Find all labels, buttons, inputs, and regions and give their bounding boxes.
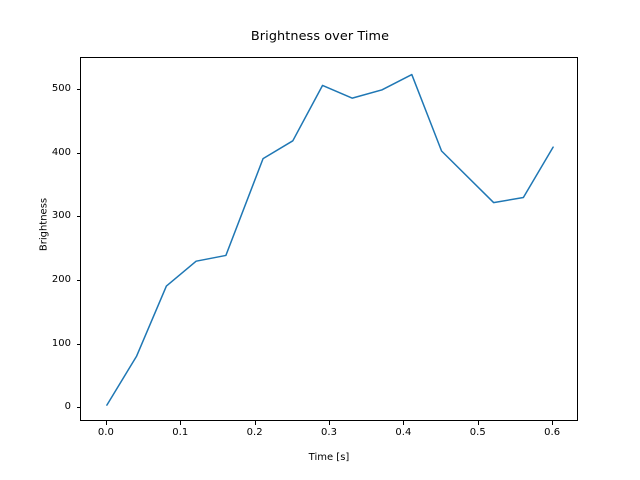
y-tick-label: 300: [51, 210, 71, 222]
y-tick-label: 400: [51, 146, 71, 158]
x-tick-mark: [105, 421, 107, 425]
x-tick-mark: [180, 421, 182, 425]
y-tick-mark: [76, 152, 80, 154]
x-tick-label: 0.6: [544, 427, 561, 438]
x-tick-mark: [329, 421, 330, 425]
y-tick-mark: [76, 88, 80, 90]
x-tick-label: 0.4: [395, 427, 412, 438]
x-tick-mark: [403, 421, 405, 425]
x-tick-label: 0.1: [172, 427, 189, 438]
y-tick-label: 0: [64, 401, 71, 413]
y-tick-mark: [76, 216, 80, 218]
line-series-brightness: [106, 73, 554, 406]
y-tick-label: 200: [51, 273, 71, 285]
plot-area: [80, 57, 578, 421]
y-tick-mark: [76, 343, 80, 345]
y-tick-label: 500: [51, 82, 71, 94]
x-tick-label: 0.3: [321, 427, 337, 438]
x-tick-mark: [254, 421, 256, 425]
x-tick-label: 0.2: [246, 427, 263, 438]
x-tick-mark: [477, 421, 479, 425]
series-polyline: [106, 73, 554, 406]
page-title: Brightness over Time: [250, 29, 390, 44]
x-tick-label: 0.0: [97, 427, 114, 438]
y-tick-mark: [76, 279, 80, 281]
x-axis-label: Time [s]: [308, 452, 350, 463]
y-tick-label: 100: [51, 337, 71, 349]
x-tick-label: 0.5: [469, 427, 486, 438]
y-tick-mark: [76, 407, 80, 409]
y-axis-label: Brightness: [38, 197, 50, 252]
x-tick-mark: [552, 421, 554, 425]
